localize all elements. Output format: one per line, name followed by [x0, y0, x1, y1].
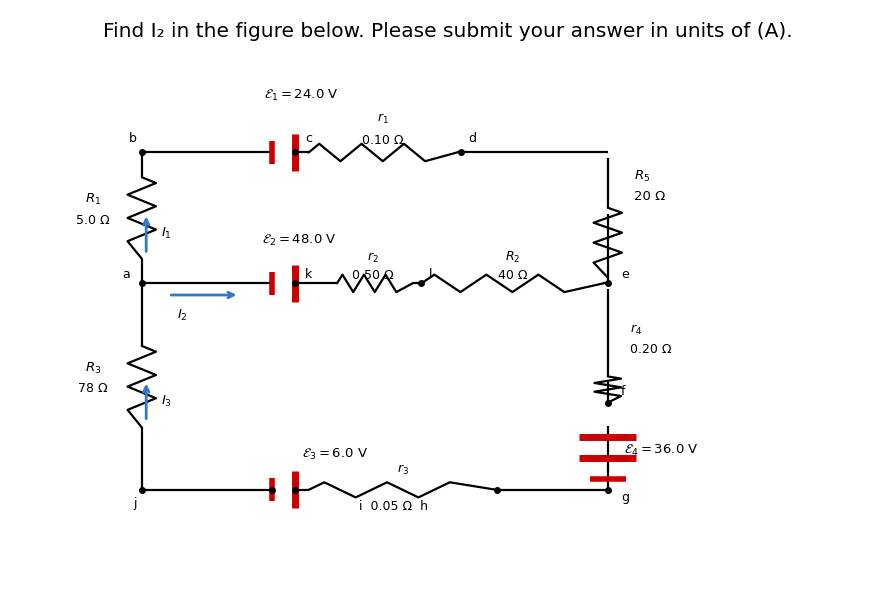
Text: k: k — [305, 267, 313, 281]
Text: 20 Ω: 20 Ω — [634, 191, 666, 204]
Text: a: a — [122, 267, 130, 281]
Text: 0.50 Ω: 0.50 Ω — [352, 268, 393, 281]
Text: e: e — [621, 267, 629, 281]
Text: i  0.05 Ω  h: i 0.05 Ω h — [359, 500, 428, 513]
Text: 0.20 Ω: 0.20 Ω — [630, 343, 671, 356]
Text: g: g — [621, 491, 629, 504]
Text: $R_3$: $R_3$ — [85, 361, 101, 376]
Text: $\mathcal{E}_1 = 24.0$ V: $\mathcal{E}_1 = 24.0$ V — [264, 88, 339, 103]
Text: $R_2$: $R_2$ — [504, 250, 520, 266]
Text: 5.0 Ω: 5.0 Ω — [76, 214, 109, 227]
Text: l: l — [428, 267, 432, 281]
Text: d: d — [469, 132, 477, 145]
Text: $r_3$: $r_3$ — [397, 463, 409, 477]
Text: 0.10 Ω: 0.10 Ω — [362, 134, 403, 147]
Text: $r_1$: $r_1$ — [377, 112, 389, 126]
Text: $R_1$: $R_1$ — [85, 192, 101, 208]
Text: $I_3$: $I_3$ — [161, 394, 172, 409]
Text: Find I₂ in the figure below. Please submit your answer in units of (A).: Find I₂ in the figure below. Please subm… — [103, 22, 793, 41]
Text: $I_1$: $I_1$ — [161, 227, 172, 241]
Text: $\mathcal{E}_3 = 6.0$ V: $\mathcal{E}_3 = 6.0$ V — [302, 447, 367, 462]
Text: $R_5$: $R_5$ — [634, 169, 650, 184]
Text: $r_2$: $r_2$ — [366, 251, 378, 266]
Text: $\mathcal{E}_4 = 36.0$ V: $\mathcal{E}_4 = 36.0$ V — [624, 443, 698, 458]
Text: 78 Ω: 78 Ω — [78, 382, 108, 395]
Text: f: f — [621, 385, 625, 398]
Text: j: j — [133, 497, 136, 510]
Text: b: b — [129, 132, 137, 145]
Text: 40 Ω: 40 Ω — [497, 268, 527, 281]
Text: $\mathcal{E}_2 = 48.0$ V: $\mathcal{E}_2 = 48.0$ V — [262, 234, 336, 248]
Text: $I_2$: $I_2$ — [177, 308, 188, 323]
Text: $r_4$: $r_4$ — [630, 323, 642, 337]
Text: c: c — [305, 132, 312, 145]
